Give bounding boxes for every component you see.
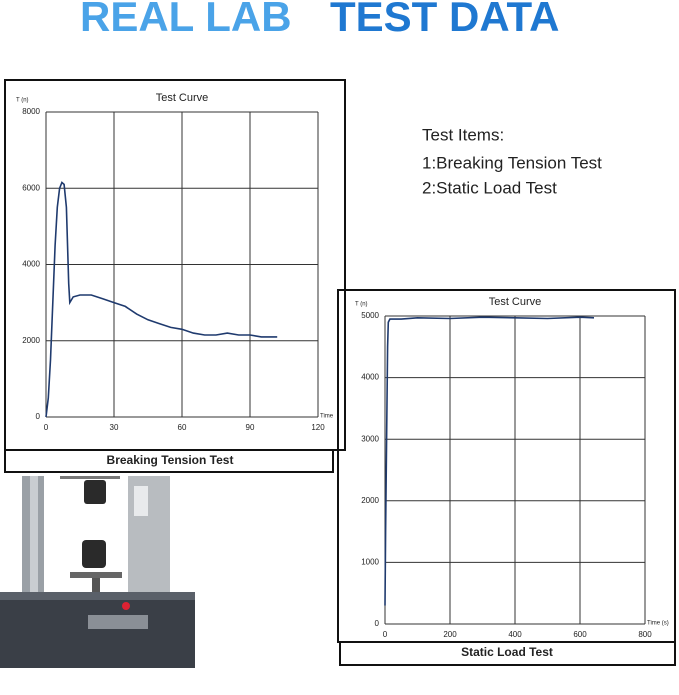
item: 2:Static Load Test: [422, 178, 557, 197]
x-tick-label: 60: [178, 423, 187, 432]
caption: Breaking Tension Test: [107, 453, 234, 467]
y-axis-label: T (n): [355, 302, 368, 308]
caption-box: [4, 449, 334, 473]
data-line: [384, 316, 595, 606]
caption: Static Load Test: [461, 645, 553, 659]
caption-box: [339, 641, 676, 666]
y-tick-label: 0: [36, 412, 41, 421]
y-tick-label: 3000: [361, 434, 379, 443]
x-tick-label: 90: [246, 423, 255, 432]
x-tick-label: 400: [508, 630, 522, 639]
y-tick-label: 0: [375, 619, 380, 628]
x-tick-label: 0: [44, 423, 49, 432]
title-part: TEST DATA: [330, 0, 559, 40]
x-tick-label: 200: [443, 630, 457, 639]
y-tick-label: 2000: [361, 496, 379, 505]
y-tick-label: 4000: [361, 373, 379, 382]
x-tick-label: 120: [311, 423, 325, 432]
y-axis-label: T (n): [16, 98, 29, 104]
chart-title: Test Curve: [489, 296, 542, 308]
x-axis-label: Time (s): [647, 621, 669, 627]
y-tick-label: 1000: [361, 558, 379, 567]
x-tick-label: 600: [573, 630, 587, 639]
item: 1:Breaking Tension Test: [422, 153, 602, 172]
y-tick-label: 4000: [22, 260, 40, 269]
data-line: [45, 181, 278, 418]
chart-title: Test Curve: [156, 92, 209, 104]
x-tick-label: 800: [638, 630, 652, 639]
frame: [337, 289, 676, 643]
x-tick-label: 0: [383, 630, 388, 639]
x-tick-label: 30: [110, 423, 119, 432]
x-axis-label: Time: [320, 414, 334, 420]
y-tick-label: 5000: [361, 311, 379, 320]
y-tick-label: 6000: [22, 183, 40, 192]
y-tick-label: 2000: [22, 336, 40, 345]
items-title: Test Items:: [422, 125, 504, 144]
machine: [0, 476, 195, 668]
y-tick-label: 8000: [22, 107, 40, 116]
title-part: REAL LAB: [80, 0, 292, 40]
